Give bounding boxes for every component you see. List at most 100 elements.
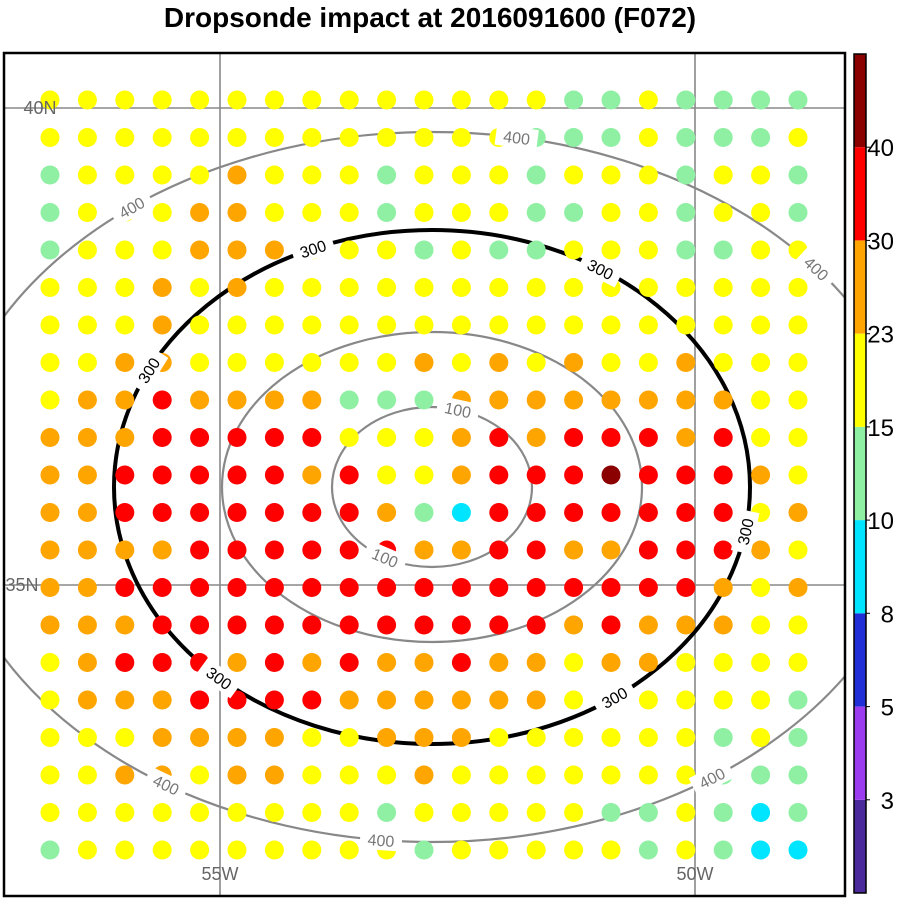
impact-point — [264, 278, 284, 297]
impact-point — [227, 240, 247, 260]
impact-point — [77, 653, 97, 672]
impact-point — [638, 240, 658, 260]
grid-labels: 40N 35N 55W 50W — [5, 98, 713, 884]
impact-point — [414, 540, 434, 560]
colorbar-segment — [854, 613, 866, 707]
map-frame — [2, 51, 847, 898]
impact-point — [264, 540, 284, 560]
colorbar-label: 23 — [867, 322, 894, 349]
contour-label: 400 — [0, 622, 3, 654]
impact-point — [638, 615, 658, 635]
impact-point — [489, 465, 509, 485]
impact-point — [152, 728, 172, 747]
impact-point — [40, 840, 60, 860]
impact-point — [788, 840, 808, 860]
impact-point — [115, 840, 135, 860]
impact-point — [40, 465, 60, 485]
impact-point — [190, 128, 210, 147]
impact-point — [414, 428, 434, 447]
impact-point — [40, 353, 60, 372]
impact-point — [190, 803, 210, 822]
impact-point — [564, 840, 584, 860]
impact-point — [190, 90, 210, 110]
contour-label-group: 400 — [108, 188, 155, 227]
impact-point — [77, 465, 97, 485]
impact-point — [264, 203, 284, 222]
impact-point — [40, 728, 60, 747]
impact-point — [302, 90, 322, 110]
colorbar-segment — [854, 426, 866, 521]
impact-point — [526, 240, 546, 260]
impact-point — [638, 278, 658, 297]
impact-point — [751, 428, 771, 447]
impact-point — [339, 803, 359, 822]
impact-point — [227, 203, 247, 222]
impact-point — [40, 428, 60, 447]
impact-point — [190, 765, 210, 785]
impact-point — [526, 653, 546, 672]
impact-point — [302, 503, 322, 522]
impact-point — [339, 615, 359, 635]
impact-point — [564, 240, 584, 260]
impact-point — [339, 690, 359, 710]
impact-point — [115, 165, 135, 185]
impact-point — [302, 840, 322, 860]
impact-point — [264, 240, 284, 260]
impact-point — [564, 728, 584, 747]
impact-point — [40, 390, 60, 410]
impact-point — [489, 165, 509, 185]
impact-point — [564, 428, 584, 447]
impact-point — [676, 390, 696, 410]
impact-point — [751, 128, 771, 147]
impact-point — [526, 465, 546, 485]
impact-point — [302, 353, 322, 372]
impact-point — [564, 390, 584, 410]
impact-point — [601, 578, 621, 597]
impact-point — [713, 728, 733, 747]
impact-point — [713, 503, 733, 522]
impact-point — [526, 803, 546, 822]
impact-point — [339, 203, 359, 222]
impact-point — [451, 353, 471, 372]
impact-point — [77, 240, 97, 260]
impact-point — [414, 165, 434, 185]
impact-point — [676, 240, 696, 260]
impact-point — [40, 90, 60, 110]
impact-point — [152, 503, 172, 522]
impact-point — [264, 690, 284, 710]
impact-point — [115, 578, 135, 597]
impact-point — [601, 653, 621, 672]
impact-point — [190, 615, 210, 635]
impact-point — [77, 578, 97, 597]
impact-point — [339, 503, 359, 522]
impact-point — [788, 540, 808, 560]
impact-point — [414, 615, 434, 635]
impact-point — [788, 653, 808, 672]
impact-point — [302, 803, 322, 822]
impact-point — [451, 465, 471, 485]
impact-point — [601, 353, 621, 372]
impact-point — [713, 690, 733, 710]
impact-point — [564, 203, 584, 222]
impact-point — [489, 240, 509, 260]
impact-point — [751, 578, 771, 597]
impact-point — [190, 203, 210, 222]
impact-point — [451, 578, 471, 597]
impact-point — [115, 728, 135, 747]
impact-point — [77, 90, 97, 110]
impact-point — [40, 690, 60, 710]
impact-point — [115, 503, 135, 522]
impact-point — [751, 278, 771, 297]
impact-point — [676, 315, 696, 335]
impact-point — [788, 390, 808, 410]
lon-label: 50W — [676, 864, 713, 884]
impact-point — [414, 240, 434, 260]
impact-point — [564, 690, 584, 710]
impact-point — [152, 465, 172, 485]
impact-point — [77, 765, 97, 785]
impact-point — [526, 203, 546, 222]
impact-point — [788, 428, 808, 447]
impact-point — [676, 128, 696, 147]
impact-point — [788, 165, 808, 185]
impact-point — [526, 315, 546, 335]
